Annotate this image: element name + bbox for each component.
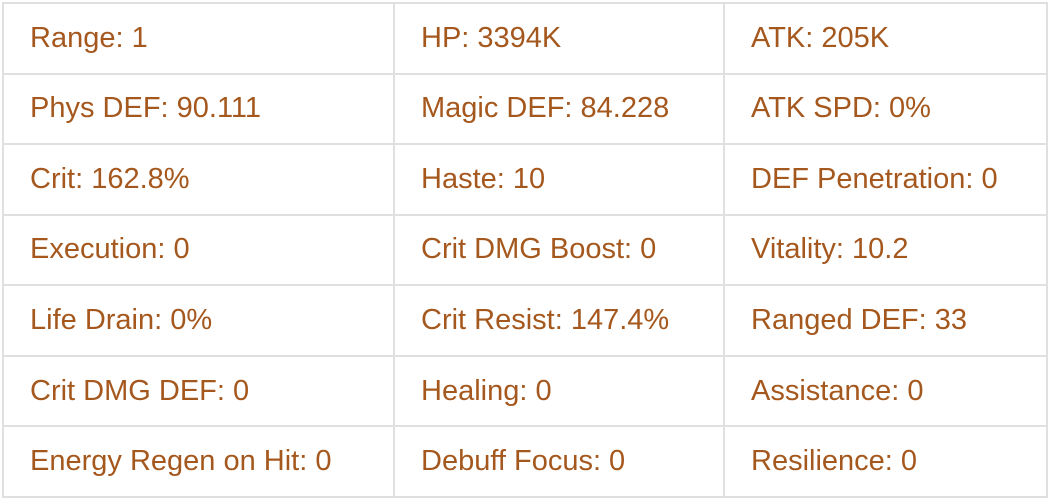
stat-cell-haste: Haste: 10 xyxy=(393,143,725,216)
stat-cell-crit-dmg-def: Crit DMG DEF: 0 xyxy=(2,354,395,428)
stat-cell-crit-resist: Crit Resist: 147.4% xyxy=(393,284,725,357)
stat-cell-ranged-def: Ranged DEF: 33 xyxy=(723,284,1048,357)
stat-cell-def-penetration: DEF Penetration: 0 xyxy=(723,143,1048,216)
stat-cell-range: Range: 1 xyxy=(2,2,395,75)
table-row: Range: 1 HP: 3394K ATK: 205K xyxy=(2,2,1048,75)
stat-cell-magic-def: Magic DEF: 84.228 xyxy=(393,72,725,146)
table-row: Life Drain: 0% Crit Resist: 147.4% Range… xyxy=(2,284,1048,357)
stat-cell-assistance: Assistance: 0 xyxy=(723,354,1048,428)
stat-cell-crit-dmg-boost: Crit DMG Boost: 0 xyxy=(393,213,725,287)
stat-cell-energy-regen-on-hit: Energy Regen on Hit: 0 xyxy=(2,425,395,498)
stat-cell-atk: ATK: 205K xyxy=(723,2,1048,75)
stat-cell-execution: Execution: 0 xyxy=(2,213,395,287)
stat-cell-vitality: Vitality: 10.2 xyxy=(723,213,1048,287)
table-row: Energy Regen on Hit: 0 Debuff Focus: 0 R… xyxy=(2,425,1048,498)
stat-cell-atk-spd: ATK SPD: 0% xyxy=(723,72,1048,146)
stat-cell-hp: HP: 3394K xyxy=(393,2,725,75)
stat-cell-life-drain: Life Drain: 0% xyxy=(2,284,395,357)
stat-cell-debuff-focus: Debuff Focus: 0 xyxy=(393,425,725,498)
stat-cell-phys-def: Phys DEF: 90.111 xyxy=(2,72,395,146)
table-row: Crit: 162.8% Haste: 10 DEF Penetration: … xyxy=(2,143,1048,216)
table-row: Phys DEF: 90.111 Magic DEF: 84.228 ATK S… xyxy=(2,72,1048,146)
table-row: Crit DMG DEF: 0 Healing: 0 Assistance: 0 xyxy=(2,354,1048,428)
stat-cell-crit: Crit: 162.8% xyxy=(2,143,395,216)
stat-cell-healing: Healing: 0 xyxy=(393,354,725,428)
table-row: Execution: 0 Crit DMG Boost: 0 Vitality:… xyxy=(2,213,1048,287)
stat-cell-resilience: Resilience: 0 xyxy=(723,425,1048,498)
